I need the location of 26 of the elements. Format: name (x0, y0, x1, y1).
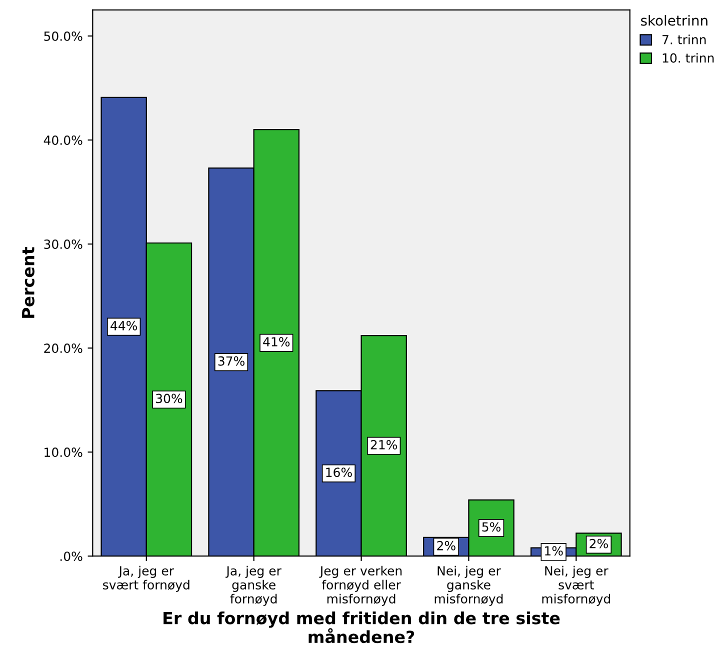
data-label: 30% (156, 394, 182, 404)
data-label: 37% (218, 356, 244, 366)
x-tick-label: Nei, jeg er ganske misfornøyd (434, 566, 503, 606)
y-axis-title: Percent (22, 247, 34, 318)
data-label: 5% (482, 522, 501, 532)
y-tick-label: 30.0% (44, 240, 82, 249)
data-label: 2% (437, 540, 456, 550)
data-label: 16% (326, 468, 352, 478)
y-tick-label: 50.0% (44, 31, 82, 41)
data-label: 41% (263, 337, 290, 346)
x-axis-title: Er du fornøyd med fritiden din de tre siste månedene? (164, 611, 560, 644)
x-tick-label: Ja, jeg er svært fornøyd (103, 566, 190, 592)
y-tick-label: 10.0% (44, 448, 82, 458)
x-tick-label: Ja, jeg er ganske fornøyd (226, 566, 282, 606)
legend-label: 7. trinn (662, 34, 706, 44)
data-label: 2% (590, 538, 608, 548)
x-tick-label: Jeg er verken fornøyd eller misfornøyd (319, 566, 402, 606)
data-label: 21% (370, 440, 398, 450)
legend-label: 10. trinn (662, 53, 714, 63)
y-tick-label: 40.0% (44, 135, 82, 145)
data-label: 1% (545, 546, 563, 556)
y-tick-label: 20.0% (44, 344, 82, 353)
x-tick-label: Nei, jeg er svært misfornøyd (542, 566, 610, 606)
y-tick-label: .0% (60, 552, 82, 562)
data-label: 44% (110, 320, 138, 330)
legend-title: skoletrinn (641, 14, 708, 26)
